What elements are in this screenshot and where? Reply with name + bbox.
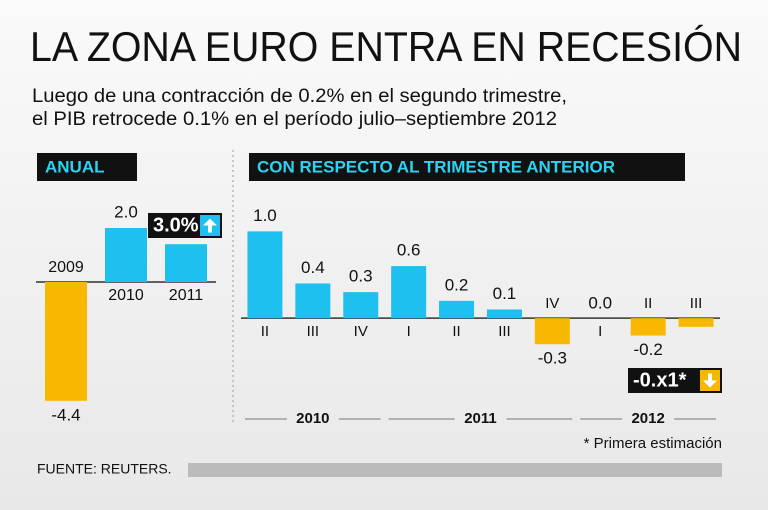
bar: [439, 300, 475, 319]
bar: [391, 266, 427, 319]
value-label: 0.2: [445, 275, 469, 294]
value-label: 0.1: [493, 284, 517, 303]
subtitle: el PIB retrocede 0.1% en el período juli…: [32, 109, 557, 130]
panel-title: CON RESPECTO AL TRIMESTRE ANTERIOR: [257, 157, 615, 176]
group-label: 2011: [464, 410, 497, 427]
annotation: -0.x1*: [633, 369, 687, 391]
annotation: 3.0%: [153, 214, 199, 236]
x-tick-label: I: [407, 323, 411, 340]
panel-header: [37, 153, 137, 181]
x-tick-label: III: [498, 323, 511, 340]
value-label: 2.0: [114, 202, 138, 221]
panel-header: [249, 153, 685, 181]
bar: [678, 318, 714, 327]
x-tick-label: II: [261, 323, 269, 340]
source: FUENTE: REUTERS.: [37, 461, 172, 477]
bar: [343, 292, 379, 319]
charts: ANUAL 2009 -4.4 2010 2.0 2011 3.0% CON RESPECTO…: [36, 153, 722, 427]
value-label: -4.4: [51, 405, 80, 424]
arrow: [203, 218, 217, 233]
x-tick-label: 2010: [108, 287, 144, 304]
bar: [630, 318, 666, 336]
x-tick-label: I: [598, 323, 602, 340]
x-tick-label: II: [644, 295, 652, 312]
x-tick-label: 2009: [48, 259, 84, 276]
x-tick-label: 2011: [169, 287, 204, 304]
bar: [45, 282, 87, 401]
x-tick-label: II: [452, 323, 460, 340]
value-label: 1.0: [253, 206, 277, 225]
value-label: 0.0: [588, 294, 612, 313]
bar: [165, 244, 207, 282]
bar: [486, 309, 522, 319]
arrow: [703, 373, 717, 388]
footnote: * Primera estimación: [584, 435, 722, 452]
x-tick-label: III: [307, 323, 320, 340]
value-label: 0.3: [349, 267, 373, 286]
subtitle: Luego de una contracción de 0.2% en el s…: [32, 86, 567, 107]
source-bar: [188, 463, 722, 477]
x-tick-label: III: [690, 295, 703, 312]
value-label: -0.2: [634, 340, 663, 359]
value-label: 0.6: [397, 241, 421, 260]
group-label: 2012: [631, 410, 664, 427]
x-tick-label: IV: [354, 323, 368, 340]
bar: [534, 318, 570, 345]
bar: [295, 283, 331, 319]
title: LA ZONA EURO ENTRA EN RECESIÓN: [30, 23, 742, 70]
value-label: 0.4: [301, 258, 325, 277]
bar: [247, 231, 283, 319]
value-label: -0.3: [538, 349, 567, 368]
group-label: 2010: [296, 410, 329, 427]
bar: [105, 228, 147, 282]
panel-title: ANUAL: [45, 157, 105, 176]
x-tick-label: IV: [545, 295, 559, 312]
